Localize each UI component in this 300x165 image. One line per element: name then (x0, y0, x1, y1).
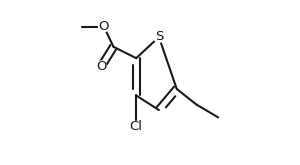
Text: O: O (96, 60, 106, 73)
Circle shape (99, 21, 109, 32)
Text: S: S (155, 30, 163, 43)
Circle shape (154, 32, 164, 42)
Text: Cl: Cl (130, 120, 143, 133)
Text: O: O (98, 20, 109, 33)
Circle shape (96, 61, 106, 71)
